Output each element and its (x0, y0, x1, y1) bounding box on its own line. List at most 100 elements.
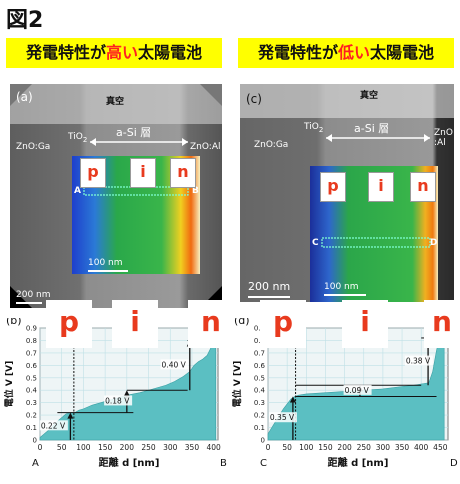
tem-c-badge-p: p (320, 172, 346, 202)
potential-step-label-bg (39, 420, 68, 431)
tem-a-tio2-text: TiO (68, 132, 83, 142)
x-tick-label: 100 (76, 443, 91, 452)
y-tick-label: 0.7 (254, 349, 265, 357)
potential-step-label: 0.35 V (270, 413, 295, 422)
x-tick-label: 200 (120, 443, 135, 452)
tem-a-main-scale-bar (16, 302, 42, 304)
potential-step-label-bg (404, 355, 433, 366)
plot-d-badge-n: n (424, 300, 460, 348)
tem-c-asi-label: a-Si 層 (354, 122, 390, 135)
y-tick-label: 0.3 (26, 399, 37, 407)
banner-low: 発電特性が低い太陽電池 (238, 38, 454, 68)
x-tick-label: 400 (414, 443, 429, 452)
line-end-label: B (220, 458, 227, 468)
potential-step-label-bg (268, 412, 297, 423)
potential-step-label: 0.18 V (105, 396, 130, 405)
y-tick-label: 0.8 (26, 337, 37, 345)
tem-a-line-start: A (74, 186, 81, 196)
x-tick-label: 150 (318, 443, 333, 452)
x-tick-label: 350 (185, 443, 200, 452)
plot-panel-label: (d) (234, 318, 250, 327)
tem-a-tio2-subscript: 2 (82, 135, 88, 144)
tem-c-panel-label: (c) (246, 92, 262, 106)
y-tick-label: 0.6 (254, 362, 266, 370)
potential-step-label: 0.38 V (406, 357, 431, 366)
x-tick-label: 100 (299, 443, 314, 452)
tem-a-right-material: ZnO:Al (190, 142, 221, 152)
x-tick-label: 250 (357, 443, 372, 452)
tem-c-tio2-label: TiO2 (304, 122, 323, 134)
tem-c-tio2-subscript: 2 (318, 125, 324, 134)
y-axis-label: 電位 V [V] (231, 361, 243, 407)
y-tick-label: 0.2 (26, 412, 37, 420)
x-tick-label: 450 (433, 443, 448, 452)
y-tick-label: 0.7 (26, 349, 37, 357)
tem-c-badge-i: i (368, 172, 394, 202)
tem-c-badge-n: n (410, 172, 436, 202)
tem-c-left-material: ZnO:Ga (254, 140, 289, 150)
plot-b-badge-i: i (112, 300, 158, 348)
x-tick-label: 400 (206, 443, 221, 452)
x-axis-label: 距離 d [nm] (328, 456, 389, 468)
y-tick-label: 0.3 (254, 399, 265, 407)
y-tick-label: 0 (261, 437, 265, 445)
banner-high-suffix: 太陽電池 (138, 43, 203, 62)
x-axis-label: 距離 d [nm] (99, 456, 160, 468)
tem-c-tio2-text: TiO (304, 122, 319, 132)
y-tick-label: 0.2 (254, 412, 265, 420)
tem-a-layer-arrow (90, 138, 188, 146)
tem-image-c: (c) 真空 TiO2 a-Si 層 ZnO:Ga ZnO :Al C D p … (240, 84, 454, 302)
banner-high-prefix: 発電特性が (25, 43, 106, 62)
tem-c-line-end: D (430, 238, 438, 248)
y-tick-label: 0.9 (26, 325, 37, 333)
potential-area (39, 332, 217, 441)
x-tick-label: 300 (163, 443, 178, 452)
y-tick-label: 0.9 (254, 325, 265, 333)
y-tick-label: 0.6 (26, 362, 38, 370)
y-tick-label: 0.1 (254, 424, 265, 432)
x-tick-label: 50 (57, 443, 67, 452)
tem-a-badge-p: p (80, 158, 106, 188)
tem-a-badge-i: i (130, 158, 156, 188)
tem-c-inset-scale-bar (324, 294, 366, 296)
plot-panel-label: (b) (6, 318, 22, 327)
y-tick-label: 0.1 (26, 424, 37, 432)
banner-low-highlight: 低い (337, 43, 370, 62)
tem-image-a-graphic (10, 84, 222, 308)
tem-a-tio2-label: TiO2 (68, 132, 87, 144)
plot-b-badge-p: p (46, 300, 92, 348)
tem-a-main-scale: 200 nm (16, 290, 51, 300)
y-tick-label: 0 (33, 437, 37, 445)
potential-step-label-bg (104, 395, 133, 406)
potential-plot-b: 0 0.1 0.2 0.3 0.4 0.5 0.6 0.7 0.8 0.9 0 50 100 150 200… (3, 318, 227, 468)
y-tick-label: 0.4 (254, 387, 266, 395)
plot-b-badge-n: n (188, 300, 234, 348)
tem-a-panel-label: (a) (16, 90, 33, 104)
potential-step-label-bg (343, 384, 372, 395)
x-tick-label: 300 (376, 443, 391, 452)
line-start-label: C (260, 458, 267, 468)
tem-c-right-material: ZnO :Al (434, 128, 453, 148)
banner-low-suffix: 太陽電池 (370, 43, 435, 62)
tem-a-asi-label: a-Si 層 (116, 126, 152, 139)
x-tick-label: 200 (337, 443, 352, 452)
plot-d-badge-p: p (260, 300, 306, 348)
tem-c-vacuum-label: 真空 (360, 91, 379, 101)
tem-a-line-end: B (192, 186, 199, 196)
potential-step-label: 0.22 V (41, 421, 66, 430)
y-axis-label: 電位 V [V] (3, 361, 15, 407)
x-tick-label: 0 (38, 443, 43, 452)
plot-d-badge-i: i (342, 300, 388, 348)
x-tick-label: 350 (395, 443, 410, 452)
potential-step-arrowhead (67, 412, 74, 419)
x-tick-label: 250 (141, 443, 156, 452)
line-end-label: D (450, 458, 458, 468)
x-tick-label: 50 (282, 443, 292, 452)
figure-title: 図2 (6, 8, 44, 33)
banner-high-highlight: 高い (105, 43, 138, 62)
x-tick-label: 0 (266, 443, 271, 452)
potential-step-arrowhead (123, 390, 130, 397)
y-tick-label: 0.5 (26, 374, 37, 382)
x-tick-label: 150 (98, 443, 113, 452)
y-tick-label: 0.5 (254, 374, 265, 382)
